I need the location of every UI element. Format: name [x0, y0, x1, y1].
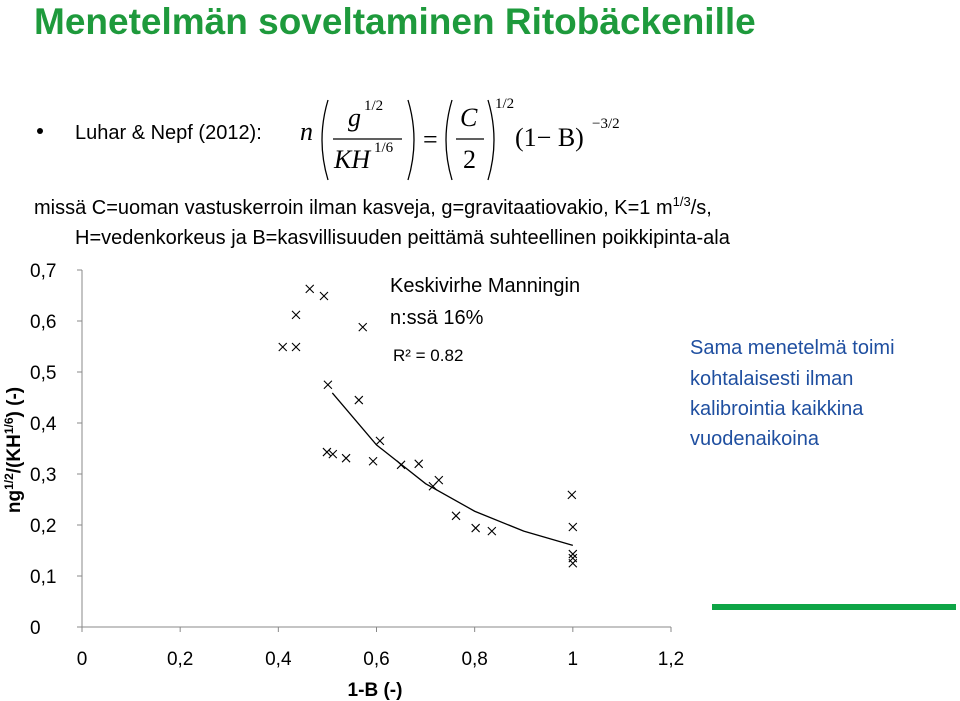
x-tick-label: 0,8 [461, 649, 487, 670]
formula-exp: 1/2 [495, 96, 514, 112]
paren [407, 99, 415, 181]
side-note-line: kalibrointia kaikkina [690, 398, 864, 420]
formula: n g 1/2 KH 1/6 = C 2 1/2 (1− B) −3/2 [300, 96, 620, 181]
definition-text: missä C=uoman vastuskerroin ilman kasvej… [34, 197, 673, 219]
data-point [396, 460, 406, 470]
data-point [323, 380, 333, 390]
data-point [358, 322, 368, 332]
trendline [331, 392, 574, 547]
x-tick-label: 1,2 [658, 649, 684, 670]
paren [445, 99, 453, 181]
formula-n: n [300, 117, 313, 146]
data-point [319, 291, 329, 301]
data-point [375, 436, 385, 446]
title: Menetelmän soveltaminen Ritobäckenille [34, 1, 756, 42]
data-point [428, 481, 438, 491]
annotation: n:ssä 16% [390, 307, 484, 329]
data-point [471, 523, 481, 533]
data-point [451, 511, 461, 521]
data-point [568, 558, 578, 568]
bullet-label: Luhar & Nepf (2012): [75, 122, 262, 144]
y-tick-label: 0,2 [30, 516, 56, 537]
chart: 0 0,1 0,2 0,3 0,4 0,5 0,6 0,7 0 0,2 0,4 0,6 0,8 1 1,2 1… [2, 261, 684, 701]
data-point [291, 310, 301, 320]
y-axis-label: ng1/2/(KH1/6) (-) [2, 387, 25, 513]
annotation: Keskivirhe Manningin [390, 275, 580, 297]
formula-b: (1− B) [515, 123, 584, 152]
data-point [341, 453, 351, 463]
formula-c: C [460, 103, 478, 132]
data-point [354, 395, 364, 405]
x-tick-label: 1 [568, 649, 579, 670]
paren [487, 99, 495, 181]
data-point [291, 342, 301, 352]
y-tick-label: 0,7 [30, 261, 56, 282]
x-tick-label: 0 [77, 649, 88, 670]
y-tick-label: 0 [30, 618, 41, 639]
formula-exp: −3/2 [592, 116, 620, 132]
y-tick-label: 0,3 [30, 465, 56, 486]
data-point [568, 522, 578, 532]
data-point [568, 549, 578, 559]
formula-kh: KH [333, 145, 371, 174]
side-note: Sama menetelmä toimi kohtalaisesti ilman… [690, 337, 895, 450]
x-tick-label: 0,4 [265, 649, 292, 670]
definition: H=vedenkorkeus ja B=kasvillisuuden peitt… [75, 227, 731, 249]
y-axis-label-part: /(KH [4, 434, 25, 473]
r-squared: R² = 0.82 [393, 346, 463, 365]
data-point [328, 449, 338, 459]
formula-exp: 1/6 [374, 140, 394, 156]
data-point [414, 459, 424, 469]
y-axis-label-part: ng [4, 490, 25, 513]
formula-g: g [348, 103, 361, 132]
y-tick-label: 0,1 [30, 567, 56, 588]
y-tick-label: 0,4 [30, 414, 57, 435]
superscript: 1/2 [2, 473, 16, 490]
x-tick-label: 0,2 [167, 649, 193, 670]
definition: missä C=uoman vastuskerroin ilman kasvej… [34, 194, 712, 219]
side-note-line: kohtalaisesti ilman [690, 368, 853, 390]
data-point [322, 447, 332, 457]
superscript: 1/3 [673, 194, 691, 209]
formula-2: 2 [463, 145, 476, 174]
y-tick-label: 0,5 [30, 363, 56, 384]
data-point [368, 456, 378, 466]
data-point [487, 526, 497, 536]
side-note-line: vuodenaikoina [690, 428, 820, 450]
y-axis-label-part: ) (-) [4, 387, 25, 418]
data-point [278, 342, 288, 352]
definition-text: /s, [691, 197, 712, 219]
data-point [305, 284, 315, 294]
paren [321, 99, 329, 181]
data-point [567, 490, 577, 500]
formula-eq: = [423, 125, 438, 154]
superscript: 1/6 [2, 417, 16, 434]
formula-exp: 1/2 [364, 98, 383, 114]
side-note-line: Sama menetelmä toimi [690, 337, 895, 359]
x-tick-label: 0,6 [363, 649, 389, 670]
bullet-dot [37, 128, 43, 134]
y-tick-label: 0,6 [30, 312, 56, 333]
x-axis-label: 1-B (-) [348, 680, 403, 701]
